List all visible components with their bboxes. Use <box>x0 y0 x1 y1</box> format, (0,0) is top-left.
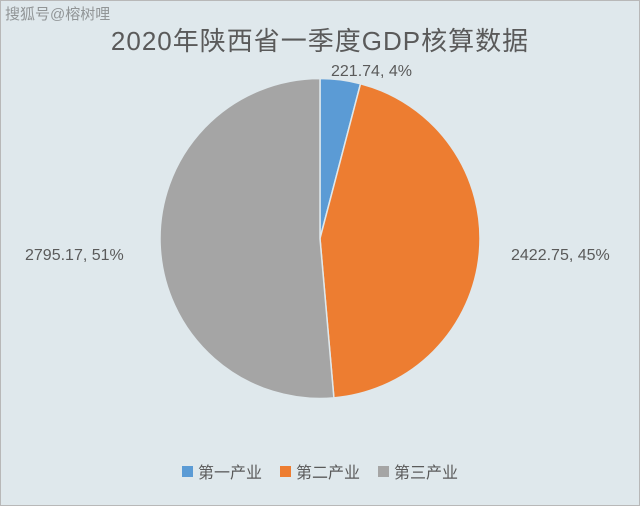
legend-item-1: 第一产业 <box>182 459 262 483</box>
watermark-text: 搜狐号@榕树哩 <box>5 3 110 24</box>
legend-item-2: 第二产业 <box>280 459 360 483</box>
legend-swatch-2 <box>280 466 291 477</box>
pie-chart <box>160 79 480 404</box>
slice-label-3: 2795.17, 51% <box>25 247 124 265</box>
legend-swatch-1 <box>182 466 193 477</box>
legend-text-3: 第三产业 <box>394 459 458 483</box>
slice-label-1: 221.74, 4% <box>331 63 412 81</box>
chart-title: 2020年陕西省一季度GDP核算数据 <box>1 21 639 58</box>
slice-label-2: 2422.75, 45% <box>511 247 610 265</box>
legend-swatch-3 <box>378 466 389 477</box>
pie-slice <box>160 79 334 399</box>
chart-container: 搜狐号@榕树哩 2020年陕西省一季度GDP核算数据 221.74, 4% 24… <box>0 0 640 506</box>
legend: 第一产业 第二产业 第三产业 <box>1 459 639 483</box>
legend-item-3: 第三产业 <box>378 459 458 483</box>
legend-text-2: 第二产业 <box>296 459 360 483</box>
legend-text-1: 第一产业 <box>198 459 262 483</box>
